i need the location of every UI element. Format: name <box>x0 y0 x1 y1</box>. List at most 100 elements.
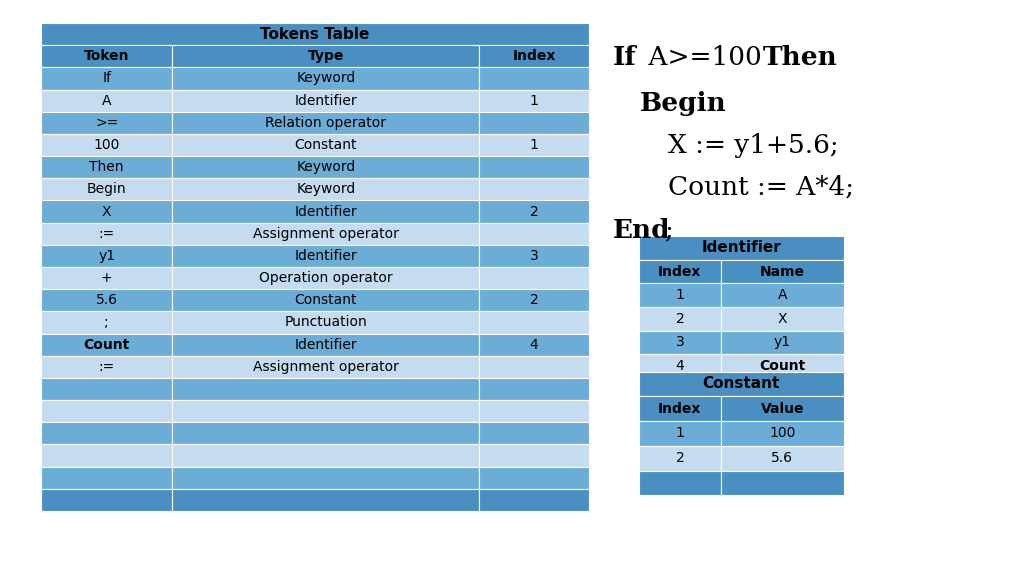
Bar <box>639 471 721 495</box>
Bar <box>41 400 172 422</box>
Bar <box>172 422 479 444</box>
Bar <box>639 260 721 283</box>
Bar <box>41 134 172 156</box>
Text: Identifier: Identifier <box>295 249 357 263</box>
Bar <box>172 400 479 422</box>
Bar <box>41 355 172 378</box>
Text: 2: 2 <box>529 293 539 307</box>
Bar <box>41 311 172 334</box>
Bar <box>41 378 172 400</box>
Bar <box>41 289 172 311</box>
Bar <box>479 444 589 467</box>
Bar <box>479 134 589 156</box>
Text: If: If <box>102 71 112 85</box>
Text: 3: 3 <box>676 335 684 350</box>
Bar <box>639 283 721 307</box>
Text: Token: Token <box>84 50 129 63</box>
Text: Keyword: Keyword <box>296 71 355 85</box>
Bar <box>639 396 721 421</box>
Text: Index: Index <box>658 264 701 279</box>
Bar <box>479 222 589 245</box>
Text: Tokens Table: Tokens Table <box>260 26 370 41</box>
Bar <box>172 200 479 222</box>
Bar <box>41 156 172 178</box>
Bar <box>479 400 589 422</box>
Text: Constant: Constant <box>295 293 357 307</box>
Bar <box>479 112 589 134</box>
Bar <box>172 222 479 245</box>
Bar <box>479 200 589 222</box>
Bar <box>639 331 721 354</box>
Text: Identifier: Identifier <box>295 338 357 351</box>
Text: Count: Count <box>759 359 806 373</box>
Bar <box>639 378 721 401</box>
Bar <box>721 283 844 307</box>
Text: y1: y1 <box>98 249 116 263</box>
Bar <box>41 222 172 245</box>
Bar <box>172 444 479 467</box>
Bar <box>172 178 479 200</box>
Bar <box>639 421 721 446</box>
Text: :=: := <box>98 360 115 374</box>
Text: Begin: Begin <box>87 183 127 196</box>
Bar <box>479 422 589 444</box>
Bar <box>172 334 479 355</box>
Text: A: A <box>102 94 112 108</box>
Text: 5.6: 5.6 <box>95 293 118 307</box>
Bar <box>721 421 844 446</box>
Bar <box>479 156 589 178</box>
Bar <box>479 467 589 488</box>
Text: X := y1+5.6;: X := y1+5.6; <box>668 132 839 158</box>
Text: 1: 1 <box>529 94 539 108</box>
Bar <box>721 378 844 401</box>
Bar <box>172 89 479 112</box>
Text: 4: 4 <box>529 338 539 351</box>
Bar <box>172 46 479 67</box>
Text: 2: 2 <box>676 312 684 326</box>
Text: Count: Count <box>84 338 130 351</box>
Text: ;: ; <box>665 218 674 243</box>
Bar <box>41 488 172 511</box>
Text: Name: Name <box>760 264 805 279</box>
Bar <box>479 89 589 112</box>
Bar <box>479 46 589 67</box>
Text: 1: 1 <box>676 426 684 441</box>
Bar <box>639 372 844 396</box>
Text: 5.6: 5.6 <box>771 451 794 465</box>
Text: 4: 4 <box>676 359 684 373</box>
Text: y1: y1 <box>774 335 791 350</box>
Text: Identifier: Identifier <box>295 94 357 108</box>
Text: Constant: Constant <box>702 376 780 392</box>
Bar <box>41 67 172 89</box>
Text: Index: Index <box>512 50 556 63</box>
Bar <box>41 178 172 200</box>
Text: >=: >= <box>95 116 119 130</box>
Bar <box>479 67 589 89</box>
Text: :=: := <box>98 227 115 241</box>
Text: Punctuation: Punctuation <box>285 316 368 329</box>
Bar <box>41 89 172 112</box>
Bar <box>172 112 479 134</box>
Bar <box>479 178 589 200</box>
Text: 1: 1 <box>529 138 539 152</box>
Bar <box>172 378 479 400</box>
Text: ;: ; <box>104 316 109 329</box>
Bar <box>479 378 589 400</box>
Text: 100: 100 <box>769 426 796 441</box>
Text: Assignment operator: Assignment operator <box>253 227 398 241</box>
Text: Begin: Begin <box>640 91 727 116</box>
Bar <box>172 267 479 289</box>
Bar <box>41 467 172 488</box>
Text: Type: Type <box>307 50 344 63</box>
Text: A: A <box>777 288 787 302</box>
Bar <box>41 46 172 67</box>
Bar <box>41 23 589 46</box>
Text: 100: 100 <box>93 138 120 152</box>
Bar <box>41 245 172 267</box>
Bar <box>41 334 172 355</box>
Text: 1: 1 <box>676 288 684 302</box>
Text: Relation operator: Relation operator <box>265 116 386 130</box>
Text: X: X <box>777 312 787 326</box>
Bar <box>172 467 479 488</box>
Bar <box>479 289 589 311</box>
